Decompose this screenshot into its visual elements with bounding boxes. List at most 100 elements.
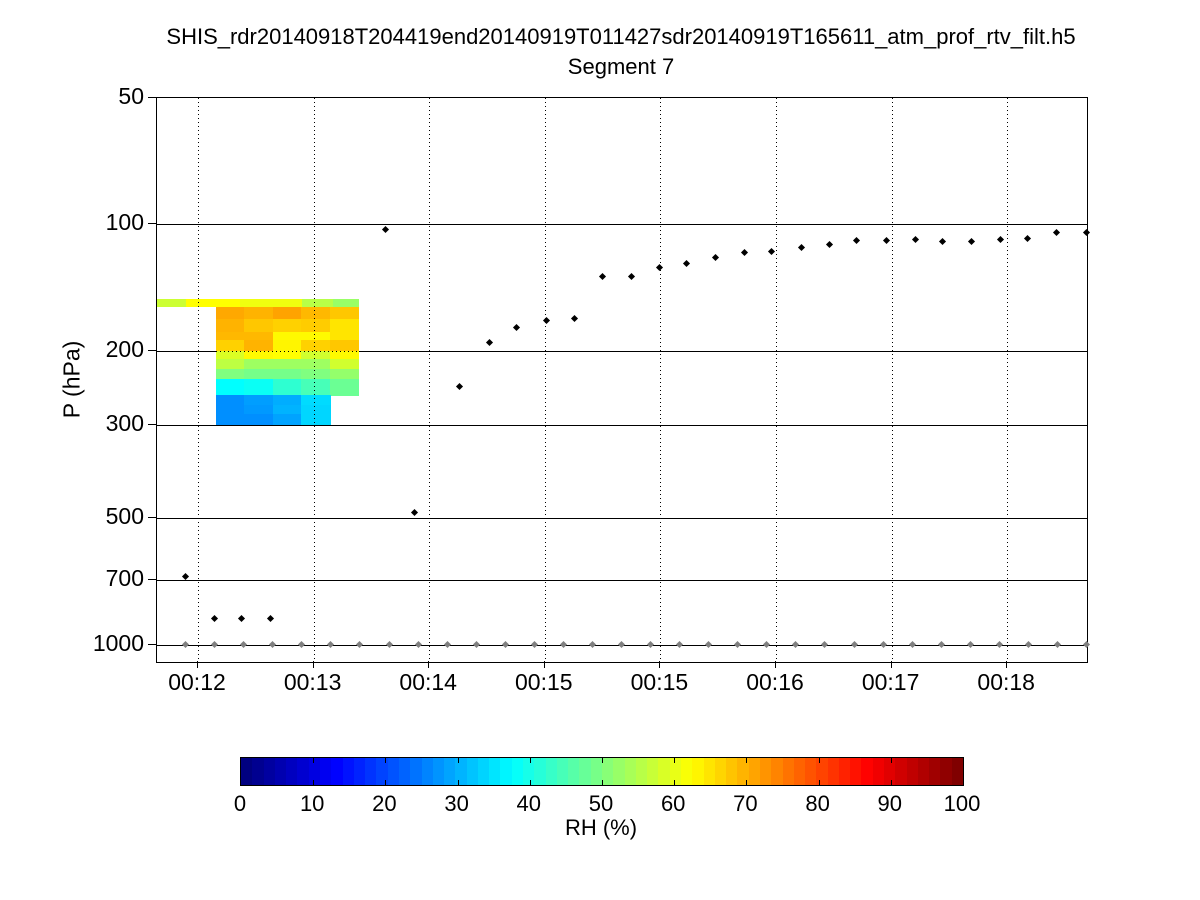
y-tick-mark	[148, 644, 156, 645]
colorbar-segment	[861, 758, 874, 785]
colorbar-tick	[890, 780, 892, 785]
heatmap-cell	[301, 378, 331, 396]
heatmap-cell	[330, 331, 359, 341]
scatter-point-retrieved-cloud-top-pressure	[570, 315, 578, 323]
heatmap-cell	[244, 378, 274, 396]
scatter-point-surface-pressure-dots	[1053, 640, 1061, 648]
scatter-point-retrieved-cloud-top-pressure	[267, 614, 275, 623]
scatter-point-retrieved-cloud-top-pressure	[628, 272, 636, 280]
colorbar-tick	[818, 780, 820, 785]
colorbar-segment	[895, 758, 908, 785]
heatmap-cell	[244, 350, 274, 360]
colorbar-segment	[421, 758, 434, 785]
heatmap-cell	[301, 359, 331, 370]
colorbar-tick	[529, 758, 531, 763]
gridline-x	[429, 98, 431, 662]
colorbar-segment	[748, 758, 761, 785]
colorbar-segment	[692, 758, 705, 785]
scatter-point-retrieved-cloud-top-pressure	[542, 317, 550, 325]
scatter-point-surface-pressure-dots	[705, 640, 713, 648]
colorbar-segment	[252, 758, 265, 785]
colorbar-tick	[674, 780, 676, 785]
y-tick-mark	[148, 517, 156, 518]
scatter-point-retrieved-cloud-top-pressure	[456, 382, 464, 390]
gridline-x	[660, 98, 662, 662]
heatmap-cell	[301, 339, 331, 352]
colorbar-segment	[455, 758, 468, 785]
plot-area	[156, 97, 1091, 663]
scatter-point-surface-pressure-dots	[327, 640, 335, 648]
x-tick-mark	[312, 661, 314, 668]
colorbar-segment	[579, 758, 592, 785]
colorbar-segment	[477, 758, 490, 785]
heatmap-cell	[216, 414, 245, 426]
colorbar-tick-label: 30	[444, 791, 469, 816]
scatter-point-surface-pressure-dots	[966, 640, 974, 648]
colorbar-segment	[793, 758, 806, 785]
colorbar	[240, 757, 964, 786]
colorbar-segment	[872, 758, 885, 785]
colorbar-segment	[263, 758, 276, 785]
colorbar-segment	[308, 758, 321, 785]
colorbar-segment	[274, 758, 287, 785]
heatmap-cell	[330, 306, 359, 320]
colorbar-segment	[714, 758, 727, 785]
colorbar-tick-label: 0	[233, 791, 247, 816]
colorbar-segment	[602, 758, 614, 785]
x-tick-mark	[1006, 661, 1008, 668]
heatmap-cell	[273, 395, 302, 406]
colorbar-segment	[342, 758, 355, 785]
colorbar-segment	[466, 758, 479, 785]
heatmap-cell	[216, 395, 245, 406]
scatter-point-surface-pressure-dots	[646, 640, 655, 648]
heatmap-cell	[186, 298, 241, 308]
x-tick-label: 00:13	[283, 669, 342, 695]
scatter-point-surface-pressure-dots	[908, 640, 916, 648]
scatter-point-retrieved-cloud-top-pressure	[767, 247, 775, 255]
scatter-point-surface-pressure-dots	[356, 640, 364, 648]
colorbar-segment	[726, 758, 738, 785]
heatmap-cell	[244, 414, 274, 426]
scatter-point-surface-pressure-dots	[181, 640, 190, 648]
heatmap-cell	[273, 319, 302, 333]
heatmap-cell	[330, 319, 359, 333]
colorbar-segment	[500, 758, 513, 785]
scatter-point-retrieved-cloud-top-pressure	[381, 225, 389, 233]
scatter-point-surface-pressure-dots	[240, 640, 248, 648]
heatmap-cell	[216, 319, 245, 333]
colorbar-tick-label: 10	[299, 791, 325, 816]
scatter-point-retrieved-cloud-top-pressure	[711, 253, 719, 261]
colorbar-tick	[457, 780, 459, 785]
x-tick-mark	[428, 661, 430, 668]
heatmap-cell	[330, 359, 359, 370]
colorbar-segment	[241, 758, 253, 785]
colorbar-segment	[398, 758, 411, 785]
y-tick-label: 50	[118, 83, 144, 109]
heatmap-cell	[330, 339, 359, 352]
colorbar-segment	[624, 758, 637, 785]
heatmap-cell	[273, 359, 302, 370]
x-tick-label: 00:15	[515, 669, 573, 695]
chart-subtitle: Segment 7	[567, 54, 675, 79]
heatmap-cell	[273, 369, 302, 380]
colorbar-segment	[376, 758, 389, 785]
scatter-point-surface-pressure-dots	[937, 640, 945, 648]
heatmap-cell	[216, 369, 245, 380]
scatter-point-surface-pressure-dots	[298, 640, 306, 648]
heatmap-cell	[216, 359, 245, 370]
colorbar-segment	[635, 758, 648, 785]
colorbar-segment	[917, 758, 930, 785]
colorbar-tick-label: 70	[733, 791, 758, 816]
colorbar-tick	[313, 780, 315, 785]
gridline-y-300	[157, 425, 1087, 426]
colorbar-tick	[313, 758, 315, 763]
colorbar-segment	[827, 758, 840, 785]
heatmap-cell	[244, 359, 274, 370]
x-tick-label: 00:14	[399, 669, 457, 695]
colorbar-tick	[602, 780, 603, 785]
heatmap-cell	[244, 331, 274, 341]
scatter-point-retrieved-cloud-top-pressure	[1082, 229, 1091, 237]
colorbar-segment	[523, 758, 535, 785]
x-tick-label: 00:16	[746, 669, 804, 695]
colorbar-tick-label: 20	[372, 791, 397, 816]
